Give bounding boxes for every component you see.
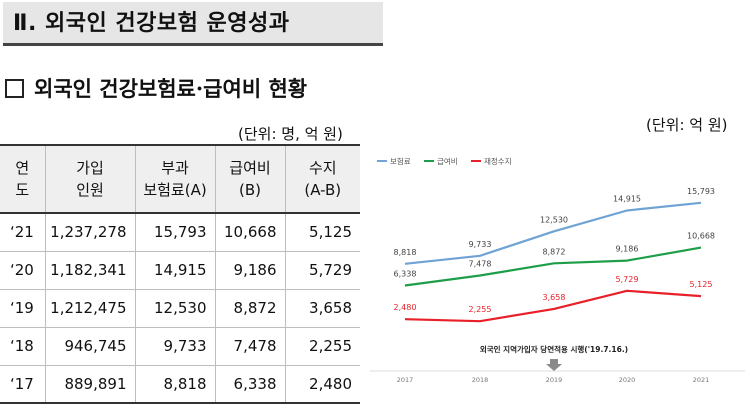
policy-annotation: 외국인 지역가입자 당연적용 시행('19.7.16.) (480, 344, 628, 354)
cell-balance: 5,125 (284, 212, 360, 252)
data-label: 8,872 (543, 247, 566, 256)
cell-premium: 15,793 (134, 212, 215, 252)
header-members: 가입 인원 (44, 144, 135, 214)
data-label: 9,186 (616, 245, 639, 254)
checkbox-square-icon (5, 78, 24, 98)
table-row: ‘17 889,891 8,818 6,338 2,480 (0, 364, 360, 404)
data-label: 7,478 (469, 260, 492, 269)
down-arrow-icon (546, 359, 562, 371)
cell-year: ‘20 (0, 250, 45, 290)
cell-premium: 12,530 (134, 288, 215, 328)
data-label: 12,530 (540, 215, 568, 224)
table-row: ‘19 1,212,475 12,530 8,872 3,658 (0, 288, 360, 328)
cell-balance: 3,658 (284, 288, 360, 328)
section-title: Ⅱ. 외국인 건강보험 운영성과 (3, 2, 383, 46)
data-label: 2,480 (394, 303, 417, 312)
cell-members: 1,182,341 (44, 250, 135, 290)
x-tick-label: 2018 (472, 376, 489, 384)
data-label: 15,793 (687, 187, 715, 196)
cell-balance: 2,255 (284, 326, 360, 366)
subsection-title: 외국인 건강보험료·급여비 현황 (34, 76, 308, 101)
table-row: ‘20 1,182,341 14,915 9,186 5,729 (0, 250, 360, 290)
data-label: 14,915 (613, 195, 641, 204)
data-label: 5,125 (690, 280, 713, 289)
series-line (404, 246, 702, 287)
header-balance: 수지 (A-B) (284, 144, 360, 214)
cell-year: ‘21 (0, 212, 45, 252)
x-tick-label: 2019 (546, 376, 563, 384)
line-chart: 보험료 급여비 재정수지 8,818 9,733 12,530 14,915 15,793 6,… (365, 140, 750, 412)
cell-benefit: 8,872 (214, 288, 285, 328)
cell-benefit: 9,186 (214, 250, 285, 290)
cell-members: 1,212,475 (44, 288, 135, 328)
data-label: 3,658 (543, 293, 566, 302)
cell-premium: 14,915 (134, 250, 215, 290)
cell-balance: 2,480 (284, 364, 360, 404)
data-label: 8,818 (394, 248, 417, 257)
table-row: ‘18 946,745 9,733 7,478 2,255 (0, 326, 360, 366)
cell-benefit: 6,338 (214, 364, 285, 404)
data-label: 10,668 (687, 232, 715, 241)
cell-premium: 8,818 (134, 364, 215, 404)
legend-label: 보험료 (390, 157, 411, 166)
cell-year: ‘18 (0, 326, 45, 366)
cell-year: ‘17 (0, 364, 45, 404)
cell-members: 889,891 (44, 364, 135, 404)
series-line (404, 201, 702, 265)
table-header-row: 연 도 가입 인원 부과 보험료(A) 급여비 (B) 수지 (A-B) (0, 144, 360, 214)
header-benefit: 급여비 (B) (214, 144, 285, 214)
table-unit-label: (단위: 명, 억 원) (238, 125, 343, 143)
table-row: ‘21 1,237,278 15,793 10,668 5,125 (0, 212, 360, 252)
line-chart-svg: 보험료 급여비 재정수지 8,818 9,733 12,530 14,915 15,793 6,… (370, 156, 745, 384)
x-tick-label: 2017 (397, 376, 414, 384)
cell-benefit: 7,478 (214, 326, 285, 366)
legend-label: 재정수지 (484, 156, 512, 166)
chart-unit-label: (단위: 억 원) (646, 116, 728, 134)
cell-balance: 5,729 (284, 250, 360, 290)
cell-benefit: 10,668 (214, 212, 285, 252)
finance-table: 연 도 가입 인원 부과 보험료(A) 급여비 (B) 수지 (A-B) ‘21… (0, 144, 360, 404)
x-tick-label: 2020 (619, 376, 636, 384)
cell-premium: 9,733 (134, 326, 215, 366)
cell-members: 946,745 (44, 326, 135, 366)
subsection-heading: 외국인 건강보험료·급여비 현황 (5, 70, 307, 106)
data-label: 9,733 (469, 240, 492, 249)
legend-label: 급여비 (437, 156, 458, 166)
cell-year: ‘19 (0, 288, 45, 328)
cell-members: 1,237,278 (44, 212, 135, 252)
data-label: 6,338 (394, 270, 417, 279)
x-tick-label: 2021 (693, 376, 710, 384)
data-label: 2,255 (469, 305, 492, 314)
header-year: 연 도 (0, 144, 45, 214)
data-label: 5,729 (616, 275, 639, 284)
series-line (404, 289, 702, 323)
header-premium: 부과 보험료(A) (134, 144, 215, 214)
